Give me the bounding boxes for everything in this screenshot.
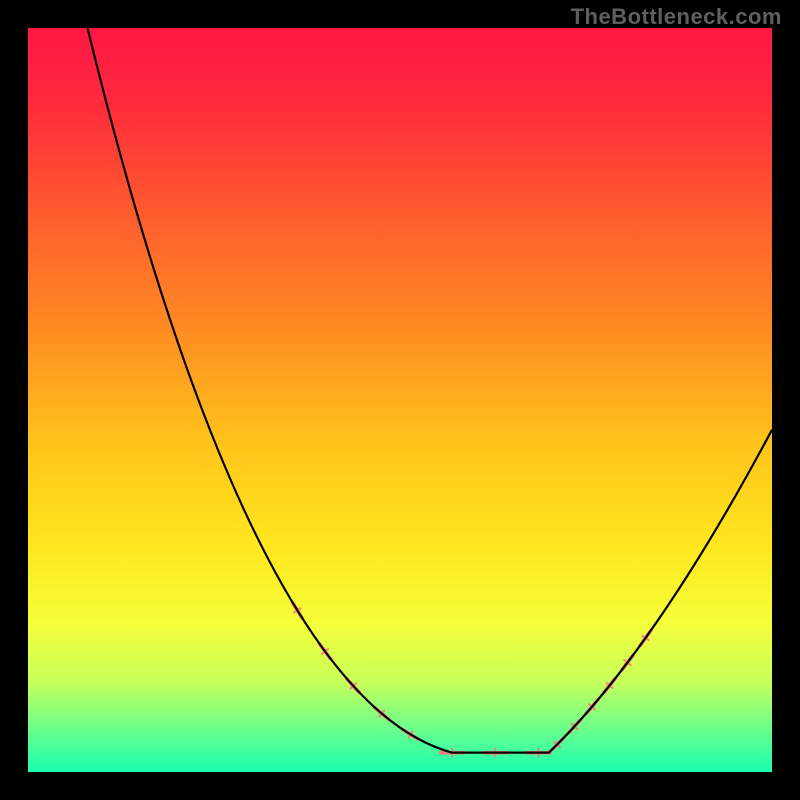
bottleneck-chart — [0, 0, 800, 800]
gradient-background — [28, 28, 772, 772]
watermark-text: TheBottleneck.com — [571, 4, 782, 30]
